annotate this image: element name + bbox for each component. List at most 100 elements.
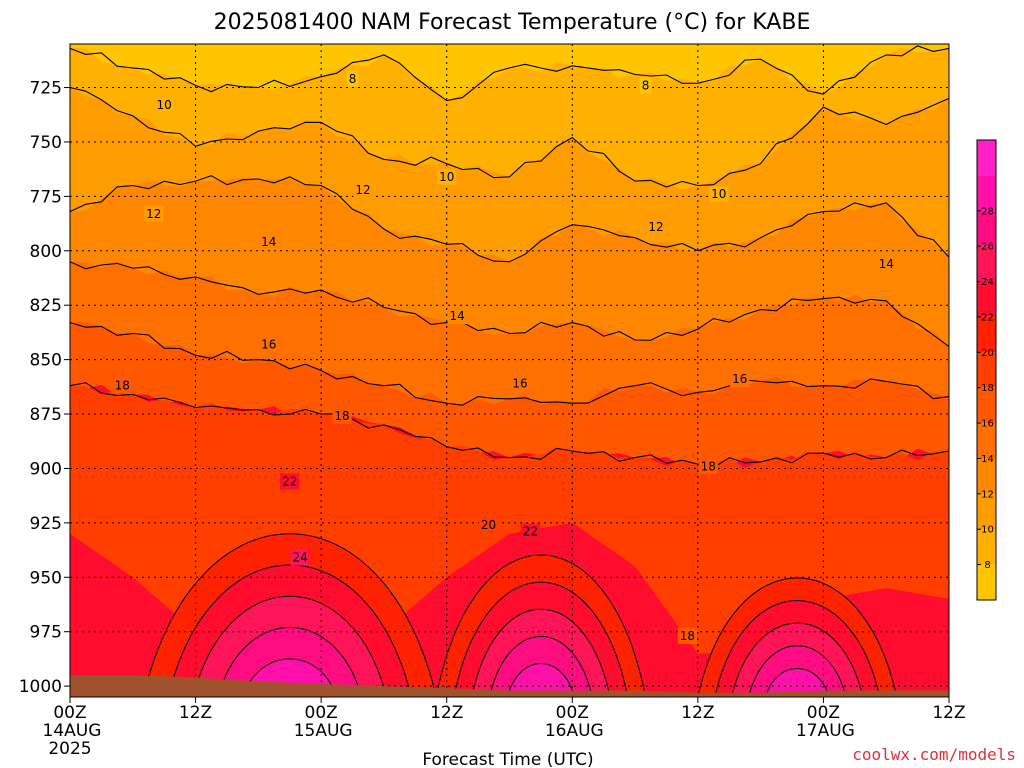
contour-label-bg-18 [478,517,499,534]
contour-label-bg-21 [290,549,310,566]
contour-label-9: 14 [450,309,465,323]
colorbar-swatch-20 [977,316,996,353]
contour-label-6: 12 [355,183,370,197]
contour-label-18: 20 [481,518,496,532]
colorbar-swatch-26 [977,210,996,247]
colorbar-label-20: 20 [981,348,994,359]
contour-label-12: 16 [512,377,527,391]
colorbar-label-12: 12 [981,489,994,500]
colorbar-swatch-16 [977,387,996,424]
x-tick-label-12: 12Z [179,703,212,723]
contour-line-12 [70,175,949,263]
watermark: coolwx.com/models [852,745,1016,764]
colorbar-swatch-14 [977,423,996,459]
colorbar-swatch-30 [977,140,996,176]
contour-line-18 [70,382,949,469]
contour-label-bg-4 [709,186,729,203]
y-tick-label-825: 825 [30,296,62,316]
contour-label-bg-7 [646,218,666,235]
contour-label-3: 10 [439,170,454,184]
colorbar-label-18: 18 [981,383,994,394]
y-tick-label-775: 775 [30,187,62,207]
colorbar-swatch-28 [977,175,996,211]
contour-label-bg-5 [144,205,164,222]
contour-label-17: 18 [680,629,695,643]
colorbar-label-10: 10 [981,525,994,536]
contour-label-bg-19 [280,473,300,490]
x-date-label-48: 16AUG [545,721,604,741]
y-tick-label-950: 950 [30,568,62,588]
colorbar-swatch-6 [977,564,996,600]
x-tick-label-48: 00Z [556,703,589,723]
y-tick-label-1000: 1000 [19,677,62,697]
y-axis: 725 750 775 800 825 850 875 900 925 950 975 1000 [19,79,70,697]
contour-label-0: 8 [349,72,357,86]
contour-label-13: 16 [732,372,747,386]
contour-label-11: 16 [261,337,276,351]
contour-label-bg-13 [730,371,750,388]
x-date-label-0: 14AUG [43,721,102,741]
x-tick-label-72: 00Z [807,703,840,723]
contour-label-bg-9 [447,308,467,325]
colorbar-label-16: 16 [981,419,994,430]
contour-label-14: 18 [115,379,130,393]
colorbar-label-14: 14 [981,454,994,465]
x-tick-label-36: 12Z [430,703,463,723]
colorbar: 8 10 12 14 16 18 20 22 24 26 28 [976,139,997,601]
contour-line-16 [70,322,949,406]
colorbar-swatch-18 [977,352,996,388]
x-axis-title: Forecast Time (UTC) [422,750,593,768]
x-tick-label-0: 00Z [53,703,86,723]
temperature-bands [70,44,949,665]
y-tick-label-900: 900 [30,459,62,479]
contour-label-10: 14 [879,257,894,271]
contour-label-8: 14 [261,235,276,249]
contour-label-bg-0 [346,70,359,87]
x-date-label-24: 15AUG [294,721,353,741]
contour-label-bg-2 [154,96,174,113]
plot-frame [69,43,950,698]
contour-label-21: 24 [293,551,308,565]
colorbar-frame [976,139,997,601]
colorbar-label-24: 24 [981,277,994,288]
contour-label-19: 22 [282,475,297,489]
contour-label-bg-14 [112,377,132,394]
contour-lines [70,45,949,469]
contour-label-20: 22 [523,525,538,539]
y-tick-label-975: 975 [30,623,62,643]
contour-label-16: 18 [701,459,716,473]
contour-label-7: 12 [648,220,663,234]
plot-area: 8 8 10 10 10 12 12 12 14 14 14 16 16 16 18 18 18 18 20 22 22… [70,44,949,697]
contour-label-5: 12 [146,207,161,221]
colorbar-swatch-24 [977,246,996,282]
terrain-surface [70,675,949,697]
y-tick-label-725: 725 [30,79,62,99]
grid-lines [70,44,949,697]
x-year-label: 2025 [48,739,91,759]
contour-line-14 [70,261,949,348]
contour-label-bg-8 [259,234,279,251]
colorbar-swatch-8 [977,529,996,565]
contour-labels: 8 8 10 10 10 12 12 12 14 14 14 16 16 16 18 18 18 18 20 22 22… [112,70,896,645]
x-tick-label-84: 12Z [932,703,965,723]
y-tick-label-925: 925 [30,514,62,534]
contour-label-bg-1 [639,77,652,94]
y-tick-label-875: 875 [30,405,62,425]
contour-label-bg-11 [259,336,279,353]
colorbar-label-28: 28 [981,206,994,217]
x-tick-label-24: 00Z [305,703,338,723]
contour-label-1: 8 [642,78,650,92]
colorbar-swatch-22 [977,281,996,317]
contour-label-bg-17 [677,628,698,645]
contour-label-15: 18 [334,409,349,423]
band-below-8 [70,44,949,101]
diurnal-maxima [142,533,898,697]
contour-label-2: 10 [157,98,172,112]
colorbar-label-26: 26 [981,242,994,253]
colorbar-label-22: 22 [981,312,994,323]
contour-line-10 [70,86,949,188]
y-tick-label-850: 850 [30,351,62,371]
x-tick-label-60: 12Z [681,703,714,723]
